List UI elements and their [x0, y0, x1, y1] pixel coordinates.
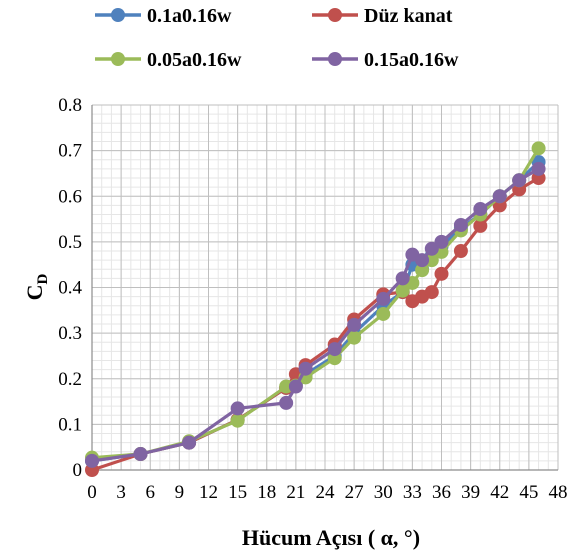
data-point	[453, 244, 468, 258]
data-point	[424, 285, 439, 300]
legend-label: 0.05a0.16w	[147, 49, 242, 71]
data-point	[434, 234, 449, 249]
data-point	[182, 435, 197, 450]
legend-swatch-marker	[328, 52, 342, 66]
data-point	[424, 241, 439, 256]
x-tick-label: 45	[519, 482, 538, 503]
y-tick-label: 0.1	[58, 414, 82, 435]
y-axis-title-main: C	[22, 284, 47, 300]
legend-item-3: 0.15a0.16w	[312, 49, 459, 71]
x-tick-label: 48	[549, 482, 568, 503]
data-point	[230, 401, 245, 416]
y-axis-title-subscript: D	[35, 273, 51, 284]
legend-item-0: 0.1a0.16w	[95, 5, 232, 27]
data-point	[492, 189, 507, 204]
series-3	[85, 161, 546, 468]
legend-item-1: Düz kanat	[312, 5, 453, 27]
data-point	[298, 361, 313, 376]
y-tick-label: 0.4	[58, 278, 82, 299]
data-point	[347, 317, 362, 332]
x-tick-label: 6	[146, 482, 156, 503]
legend-item-2: 0.05a0.16w	[95, 49, 242, 71]
data-point	[395, 271, 410, 286]
data-point	[434, 266, 449, 281]
legend-swatch-marker	[328, 8, 342, 22]
y-tick-label: 0	[73, 460, 83, 481]
data-point	[288, 379, 303, 394]
data-point	[327, 342, 342, 357]
data-point	[376, 291, 391, 306]
x-tick-label: 42	[490, 482, 509, 503]
x-tick-label: 12	[199, 482, 218, 503]
data-point	[133, 447, 148, 462]
data-point	[85, 453, 99, 468]
x-tick-label: 39	[461, 482, 480, 503]
x-tick-label: 0	[87, 482, 97, 503]
legend-label: 0.15a0.16w	[364, 49, 459, 71]
legend-swatch-marker	[111, 8, 125, 22]
x-tick-label: 33	[403, 482, 422, 503]
y-tick-label: 0.2	[58, 369, 82, 390]
data-point	[415, 253, 430, 268]
y-tick-label: 0.7	[58, 141, 82, 162]
data-point	[453, 217, 468, 232]
y-axis-title: CD	[22, 273, 51, 300]
data-point	[512, 173, 527, 188]
legend-label: 0.1a0.16w	[147, 5, 232, 27]
axes	[91, 105, 558, 471]
x-tick-label: 3	[116, 482, 126, 503]
x-tick-label: 9	[175, 482, 185, 503]
x-tick-label: 24	[316, 482, 336, 503]
x-tick-label: 18	[257, 482, 276, 503]
legend-label: Düz kanat	[364, 5, 453, 27]
x-tick-label: 30	[374, 482, 393, 503]
x-tick-label: 15	[228, 482, 247, 503]
x-axis-title: Hücum Açısı ( α, °)	[242, 525, 420, 550]
data-point	[376, 306, 391, 321]
data-point	[230, 413, 245, 428]
y-tick-label: 0.6	[58, 186, 82, 207]
x-tick-label: 36	[432, 482, 451, 503]
data-point	[531, 141, 546, 156]
data-point	[347, 330, 362, 345]
data-point	[279, 395, 294, 410]
tick-labels: 0 3 6 9 12 15 18 21 24 27 30 33 36 39 42 45 4800.10.20.3…	[58, 95, 567, 503]
legend: 0.1a0.16w Düz kanat 0.05a0.16w 0.15a0.16w	[95, 5, 459, 71]
x-tick-label: 21	[286, 482, 305, 503]
legend-swatch-marker	[111, 52, 125, 66]
y-tick-label: 0.3	[58, 323, 82, 344]
y-tick-label: 0.8	[58, 95, 82, 116]
series-group	[85, 141, 546, 477]
x-tick-label: 27	[345, 482, 364, 503]
data-point	[473, 202, 488, 217]
y-tick-label: 0.5	[58, 232, 82, 253]
data-point	[531, 161, 546, 176]
